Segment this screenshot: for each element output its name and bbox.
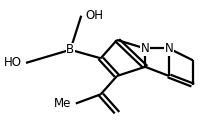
- Text: OH: OH: [86, 9, 104, 22]
- Text: N: N: [165, 42, 173, 55]
- Text: Me: Me: [54, 97, 71, 110]
- Text: N: N: [141, 42, 150, 55]
- Text: B: B: [66, 43, 74, 56]
- Text: HO: HO: [4, 56, 22, 69]
